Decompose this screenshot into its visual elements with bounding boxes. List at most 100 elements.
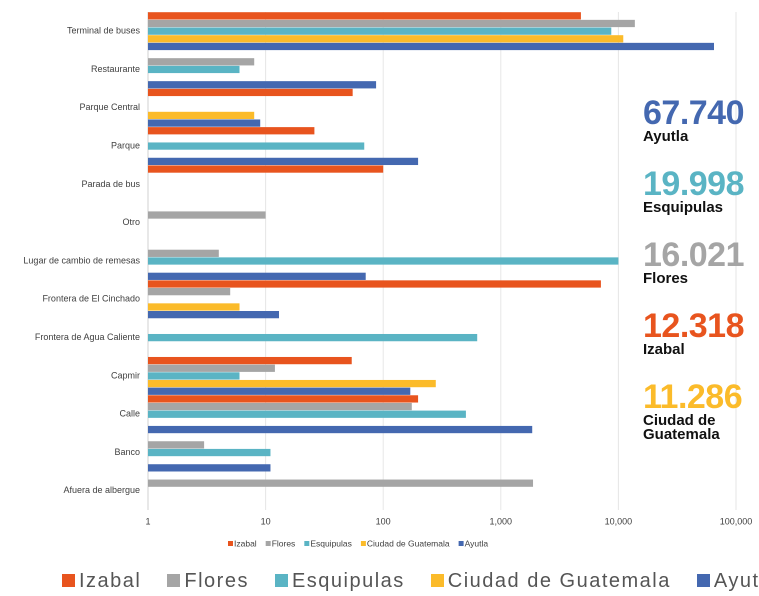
legend-swatch: [228, 541, 233, 546]
y-tick-label: Frontera de Agua Caliente: [35, 332, 140, 342]
y-tick-label: Calle: [119, 409, 140, 419]
highlight: 19.998 Esquipulas: [643, 167, 759, 238]
bar: [148, 211, 266, 219]
bar: [148, 410, 466, 418]
bar: [148, 19, 635, 28]
big-legend-label: Flores: [184, 570, 249, 592]
big-legend-swatch: [696, 574, 710, 587]
x-tick-label: 100: [376, 516, 391, 526]
legend-swatch: [265, 541, 271, 546]
highlight-label: Izabal: [643, 341, 685, 358]
bar: [148, 479, 534, 487]
bar: [148, 288, 231, 296]
big-legend-label: Ayutla: [713, 570, 759, 592]
bar: [148, 27, 612, 35]
bar: [148, 387, 411, 395]
chart: 1 10 100 1,000 10,000 100,000 Terminal de buse…: [23, 12, 753, 548]
bar: [148, 65, 240, 74]
highlight-label: Esquipulas: [643, 199, 724, 216]
big-legend-swatch: [274, 574, 288, 587]
bar: [148, 165, 384, 173]
big-legend-label: Izabal: [79, 570, 142, 592]
highlight: 12.318 Izabal: [643, 309, 759, 380]
bar: [148, 448, 271, 457]
bar: [148, 249, 219, 257]
x-tick-label: 1: [145, 516, 150, 526]
y-tick-label: Capmir: [111, 370, 140, 380]
y-tick-label: Parada de bus: [81, 179, 140, 189]
bar: [148, 364, 275, 372]
bar: [148, 372, 240, 380]
bar: [148, 464, 271, 472]
legend: Izabal Flores Esquipulas Ciudad de Guatemal…: [228, 538, 488, 548]
y-tick-label: Frontera de El Cinchado: [42, 294, 140, 304]
y-tick-label: Otro: [122, 217, 140, 227]
legend-label: Flores: [272, 538, 296, 548]
legend-swatch: [360, 541, 366, 546]
big-legend-label: Ciudad de Guatemala: [447, 570, 671, 592]
bar: [148, 35, 624, 43]
bar: [148, 119, 261, 127]
big-legend-item: Esquipulas: [274, 570, 405, 593]
bar: [148, 272, 366, 280]
highlight-value: 11.286: [643, 378, 743, 416]
highlight-label: Flores: [643, 270, 689, 287]
bar: [148, 425, 533, 434]
y-tick-label: Parque: [111, 140, 140, 150]
y-tick-label: Terminal de buses: [67, 26, 141, 36]
bar: [148, 88, 353, 97]
x-tick-label: 10,000: [605, 516, 633, 526]
legend-label: Ayutla: [465, 538, 489, 548]
bar: [148, 157, 419, 166]
y-tick-label: Restaurante: [91, 64, 140, 74]
big-legend-item: Izabal: [62, 570, 141, 593]
highlight-value: 19.998: [643, 165, 745, 203]
highlight-label: Ciudad de Guatemala: [643, 412, 720, 443]
highlight: 16.021 Flores: [643, 238, 759, 309]
highlight-label: Ayutla: [643, 128, 689, 145]
y-tick-label: Afuera de albergue: [63, 485, 140, 495]
highlight: 11.286 Ciudad de Guatemala: [643, 380, 759, 451]
highlight-panel: 67.740 Ayutla 19.998 Esquipulas 16.021 Flores…: [643, 96, 759, 451]
bar: [148, 303, 240, 311]
bar: [148, 402, 412, 411]
bar: [148, 395, 419, 403]
x-tick-label: 10: [261, 516, 271, 526]
bar: [148, 81, 377, 89]
bar: [148, 311, 279, 319]
bar: [148, 441, 205, 449]
legend-label: Ciudad de Guatemala: [367, 538, 450, 548]
bar: [148, 356, 352, 365]
big-legend-label: Esquipulas: [291, 570, 405, 592]
bar: [148, 42, 714, 51]
bar: [148, 379, 436, 388]
big-legend-swatch: [430, 574, 444, 587]
legend-label: Esquipulas: [310, 538, 352, 548]
legend-swatch: [304, 541, 310, 546]
bar: [148, 142, 365, 150]
big-legend-item: Ayutla: [696, 570, 759, 593]
big-legend-item: Ciudad de Guatemala: [430, 570, 671, 593]
bar: [148, 12, 581, 20]
y-tick-label: Banco: [114, 447, 140, 457]
y-tick-label: Parque Central: [79, 102, 140, 112]
bar: [148, 280, 601, 288]
big-legend-swatch: [167, 574, 181, 587]
x-tick-label: 100,000: [720, 516, 753, 526]
legend-swatch: [458, 541, 464, 546]
y-tick-label: Lugar de cambio de remesas: [23, 255, 140, 265]
bar: [148, 333, 478, 342]
highlight-value: 16.021: [643, 236, 745, 274]
legend-label: Izabal: [234, 538, 257, 548]
x-tick-label: 1,000: [490, 516, 513, 526]
highlight-value: 12.318: [643, 307, 745, 345]
bar: [148, 111, 255, 120]
highlight: 67.740 Ayutla: [643, 96, 759, 167]
bar: [148, 257, 619, 265]
big-legend-swatch: [62, 574, 75, 587]
highlight-value: 67.740: [643, 94, 745, 132]
big-legend-item: Flores: [167, 570, 249, 593]
bar: [148, 127, 315, 135]
big-legend: Izabal Flores Esquipulas Ciudad de Guatemal…: [62, 570, 759, 596]
